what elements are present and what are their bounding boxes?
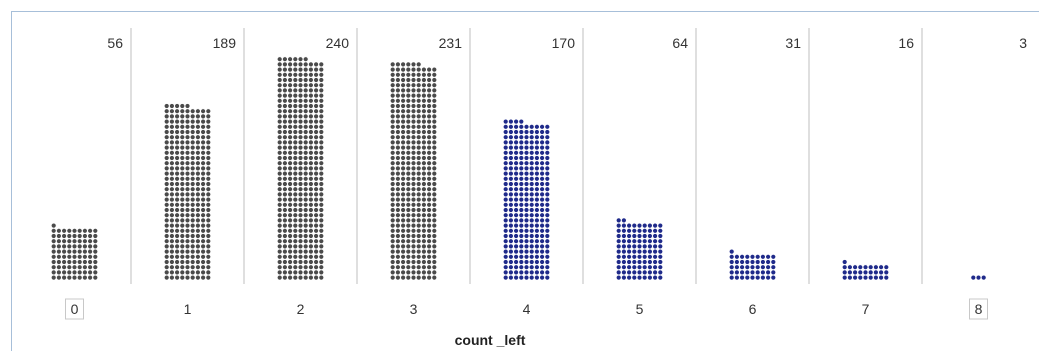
bars [50,56,987,281]
x-tick-5[interactable]: 5 [636,301,644,317]
x-axis-title: count _left [455,332,526,348]
tick-selection-box-8 [969,298,988,320]
x-tick-4[interactable]: 4 [523,301,531,317]
bar-2[interactable] [277,56,324,281]
count-label-0: 56 [107,35,123,51]
x-tick-2[interactable]: 2 [297,301,305,317]
x-tick-0[interactable]: 0 [71,301,79,317]
count-label-1: 189 [213,35,237,51]
x-tick-1[interactable]: 1 [184,301,192,317]
count-label-4: 170 [552,35,576,51]
count-label-5: 64 [672,35,688,51]
bar-1[interactable] [164,103,212,281]
tick-selection-box-0 [65,298,84,320]
x-tick-7[interactable]: 7 [862,301,870,317]
bar-5[interactable] [615,217,663,281]
bar-4[interactable] [503,118,550,281]
x-tick-3[interactable]: 3 [410,301,418,317]
column-dividers [130,28,923,284]
x-tick-8[interactable]: 8 [975,301,983,317]
chart-frame [11,11,1039,351]
count-label-2: 240 [326,35,350,51]
bar-6[interactable] [728,248,776,281]
count-label-6: 31 [785,35,801,51]
count-label-3: 231 [439,35,463,51]
bar-8[interactable] [970,274,987,281]
x-tick-6[interactable]: 6 [749,301,757,317]
bar-0[interactable] [50,222,99,281]
count-labels: 56 189 240 231 170 64 31 16 3 [107,35,1027,51]
x-tick-labels: 0 1 2 3 4 5 6 7 8 [65,298,988,320]
bar-3[interactable] [390,61,437,281]
count-label-7: 16 [898,35,914,51]
count-label-8: 3 [1019,35,1027,51]
bar-7[interactable] [841,259,889,281]
